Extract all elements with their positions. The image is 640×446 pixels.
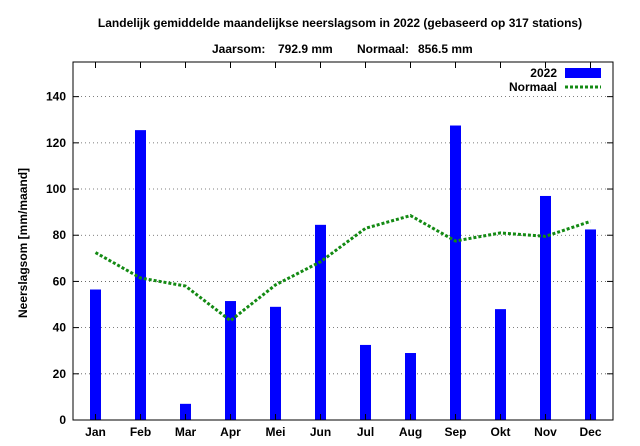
bar-series-2022 bbox=[90, 125, 596, 421]
bar-sep bbox=[450, 125, 461, 421]
x-tick-label-jan: Jan bbox=[85, 425, 106, 439]
y-tick-label: 20 bbox=[53, 367, 67, 381]
jaarsom-label: Jaarsom: bbox=[212, 42, 265, 56]
bar-jan bbox=[90, 289, 101, 420]
bar-aug bbox=[405, 353, 416, 420]
x-tick-label-mei: Mei bbox=[265, 425, 285, 439]
bar-okt bbox=[495, 309, 506, 420]
y-tick-label: 140 bbox=[46, 90, 66, 104]
x-tick-label-mar: Mar bbox=[175, 425, 197, 439]
y-tick-label: 60 bbox=[53, 274, 67, 288]
line-series-normaal bbox=[94, 213, 591, 323]
plot-frame bbox=[72, 61, 614, 421]
x-tick-label-dec: Dec bbox=[579, 425, 601, 439]
bar-apr bbox=[225, 301, 236, 420]
legend: 2022 Normaal bbox=[509, 66, 601, 94]
normaal-label: Normaal: bbox=[357, 42, 409, 56]
y-tick-label: 40 bbox=[53, 321, 67, 335]
gridlines bbox=[73, 96, 613, 375]
x-tick-label-aug: Aug bbox=[399, 425, 422, 439]
y-tick-label: 100 bbox=[46, 182, 66, 196]
y-tick-label: 0 bbox=[59, 413, 66, 427]
bar-jun bbox=[315, 224, 326, 420]
x-tick-label-feb: Feb bbox=[130, 425, 151, 439]
y-axis-label: Neerslagsom [mm/maand] bbox=[16, 168, 30, 318]
bar-nov bbox=[540, 195, 551, 420]
y-axis-ticks: 0 20 40 60 80 100 120 140 bbox=[46, 90, 613, 427]
legend-label-normaal: Normaal bbox=[509, 80, 557, 94]
normaal-line bbox=[94, 213, 591, 323]
y-tick-label: 120 bbox=[46, 136, 66, 150]
x-tick-label-nov: Nov bbox=[534, 425, 557, 439]
jaarsom-value: 792.9 mm bbox=[278, 42, 333, 56]
bar-dec bbox=[585, 229, 596, 420]
bar-feb bbox=[135, 130, 146, 420]
normaal-value: 856.5 mm bbox=[418, 42, 473, 56]
bar-mar bbox=[180, 403, 191, 420]
x-tick-label-jun: Jun bbox=[310, 425, 331, 439]
x-tick-label-sep: Sep bbox=[444, 425, 466, 439]
y-tick-label: 80 bbox=[53, 228, 67, 242]
legend-swatch-2022 bbox=[565, 68, 601, 78]
x-tick-label-okt: Okt bbox=[490, 425, 510, 439]
chart-title: Landelijk gemiddelde maandelijkse neersl… bbox=[98, 16, 582, 30]
x-tick-label-apr: Apr bbox=[220, 425, 241, 439]
x-tick-label-jul: Jul bbox=[357, 425, 374, 439]
bar-jul bbox=[360, 344, 371, 420]
bar-mei bbox=[270, 306, 281, 420]
x-axis-ticks: Jan Feb Mar Apr Mei Jun Jul Aug Sep Okt Nov Dec bbox=[85, 62, 602, 439]
legend-label-2022: 2022 bbox=[530, 66, 557, 80]
